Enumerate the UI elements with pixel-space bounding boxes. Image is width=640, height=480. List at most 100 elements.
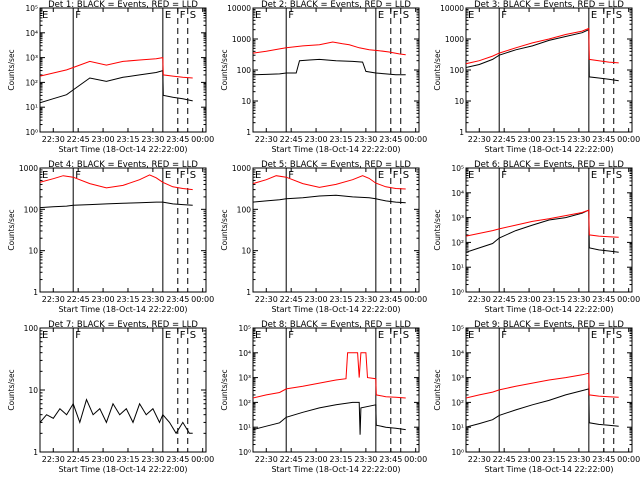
plot-frame <box>39 167 207 293</box>
event-marker-label: F <box>288 330 294 341</box>
lld-series-line <box>40 174 193 191</box>
x-tick-label: 23:45 <box>166 295 189 304</box>
x-tick-label: 22:45 <box>67 455 90 464</box>
x-tick-label: 23:15 <box>329 455 352 464</box>
y-tick-label: 10⁵ <box>238 324 251 333</box>
plot-panel-5: Det 5: BLACK = Events, RED = LLD 22:30 22:… <box>220 160 427 314</box>
event-marker-label: F <box>75 170 81 181</box>
x-tick-label: 22:45 <box>280 135 303 144</box>
y-tick-label: 10⁰ <box>25 128 38 137</box>
y-tick-label: 10000 <box>227 4 251 13</box>
x-tick-label: 23:45 <box>166 455 189 464</box>
x-tick-label: 23:15 <box>542 295 565 304</box>
event-marker-label: F <box>606 10 612 21</box>
y-tick-label: 10 <box>28 247 38 256</box>
plot-frame <box>465 327 633 453</box>
event-marker-label: F <box>288 10 294 21</box>
events-series-line <box>40 201 193 209</box>
plot-frame <box>465 7 633 133</box>
x-tick-label: 22:30 <box>255 455 278 464</box>
plot-title: Det 3: BLACK = Events, RED = LLD <box>474 0 624 10</box>
event-marker-label: E <box>165 10 171 21</box>
x-tick-label: 23:45 <box>379 135 402 144</box>
event-marker-label: E <box>255 10 261 21</box>
x-tick-label: 22:45 <box>280 295 303 304</box>
event-marker-label: F <box>501 10 507 21</box>
x-tick-label: 23:15 <box>329 135 352 144</box>
y-tick-label: 10000 <box>440 4 464 13</box>
x-axis-label: Start Time (18-Oct-14 22:22:00) <box>58 145 187 154</box>
plot-frame <box>252 7 420 133</box>
lld-series-line <box>466 27 619 65</box>
x-tick-label: 22:30 <box>468 295 491 304</box>
y-tick-label: 10⁴ <box>451 349 464 358</box>
plot-title: Det 4: BLACK = Events, RED = LLD <box>48 160 198 170</box>
x-tick-label: 00:00 <box>404 135 427 144</box>
lld-series-line <box>466 209 619 238</box>
plot-title: Det 5: BLACK = Events, RED = LLD <box>261 160 411 170</box>
lld-series-line <box>253 175 406 190</box>
event-marker-label: E <box>468 170 474 181</box>
event-marker-label: F <box>606 170 612 181</box>
plot-panel-8: Det 8: BLACK = Events, RED = LLD 22:30 22:… <box>220 320 427 474</box>
x-tick-label: 23:45 <box>379 455 402 464</box>
event-marker-label: E <box>468 330 474 341</box>
x-tick-label: 00:00 <box>404 295 427 304</box>
x-tick-label: 00:00 <box>404 455 427 464</box>
y-tick-label: 10² <box>25 78 38 87</box>
x-tick-label: 23:00 <box>305 295 328 304</box>
y-tick-label: 100 <box>237 66 252 75</box>
event-marker-label: F <box>393 330 399 341</box>
x-tick-label: 23:00 <box>92 135 115 144</box>
x-tick-label: 22:45 <box>67 135 90 144</box>
event-marker-label: F <box>75 10 81 21</box>
y-tick-label: 10¹ <box>238 423 251 432</box>
y-tick-label: 10² <box>238 398 251 407</box>
events-series-line <box>466 388 619 428</box>
plot-frame <box>465 167 633 293</box>
lld-series-line <box>253 41 406 56</box>
events-series-line <box>40 398 193 435</box>
y-tick-label: 10² <box>451 238 464 247</box>
y-tick-label: 1 <box>33 448 38 457</box>
y-tick-label: 10³ <box>451 374 464 383</box>
plot-panel-7: Det 7: BLACK = Events, RED = LLD 22:30 22:… <box>7 320 214 474</box>
x-tick-label: 23:45 <box>592 135 615 144</box>
event-marker-label: F <box>606 330 612 341</box>
x-axis-label: Start Time (18-Oct-14 22:22:00) <box>484 465 613 474</box>
x-tick-label: 23:30 <box>141 295 164 304</box>
y-tick-label: 10⁰ <box>451 288 464 297</box>
events-series-line <box>466 209 619 253</box>
event-marker-label: E <box>42 170 48 181</box>
y-tick-label: 10 <box>28 386 38 395</box>
x-tick-label: 23:30 <box>567 135 590 144</box>
lld-series-line <box>253 352 406 399</box>
x-tick-label: 22:45 <box>493 295 516 304</box>
y-tick-label: 1000 <box>232 164 251 173</box>
x-tick-label: 22:30 <box>42 135 65 144</box>
plot-panel-9: Det 9: BLACK = Events, RED = LLD 22:30 22:… <box>433 320 640 474</box>
y-axis-label: Counts/sec <box>220 49 229 90</box>
x-axis-label: Start Time (18-Oct-14 22:22:00) <box>271 145 400 154</box>
x-tick-label: 00:00 <box>191 455 214 464</box>
x-tick-label: 23:00 <box>92 295 115 304</box>
y-tick-label: 10⁵ <box>451 164 464 173</box>
event-marker-label: E <box>378 170 384 181</box>
event-marker-label: S <box>403 10 409 21</box>
x-tick-label: 00:00 <box>617 135 640 144</box>
y-axis-label: Counts/sec <box>220 369 229 410</box>
events-series-line <box>466 28 619 82</box>
y-tick-label: 10³ <box>25 54 38 63</box>
event-marker-label: S <box>616 10 622 21</box>
y-tick-label: 100 <box>24 324 39 333</box>
x-axis-label: Start Time (18-Oct-14 22:22:00) <box>58 465 187 474</box>
x-tick-label: 23:00 <box>305 135 328 144</box>
y-tick-label: 10⁵ <box>25 4 38 13</box>
y-tick-label: 1000 <box>232 35 251 44</box>
x-tick-label: 23:00 <box>305 455 328 464</box>
events-series-line <box>253 58 406 76</box>
x-tick-label: 23:15 <box>116 455 139 464</box>
event-marker-label: F <box>501 330 507 341</box>
event-marker-label: S <box>403 330 409 341</box>
y-tick-label: 10¹ <box>25 103 38 112</box>
